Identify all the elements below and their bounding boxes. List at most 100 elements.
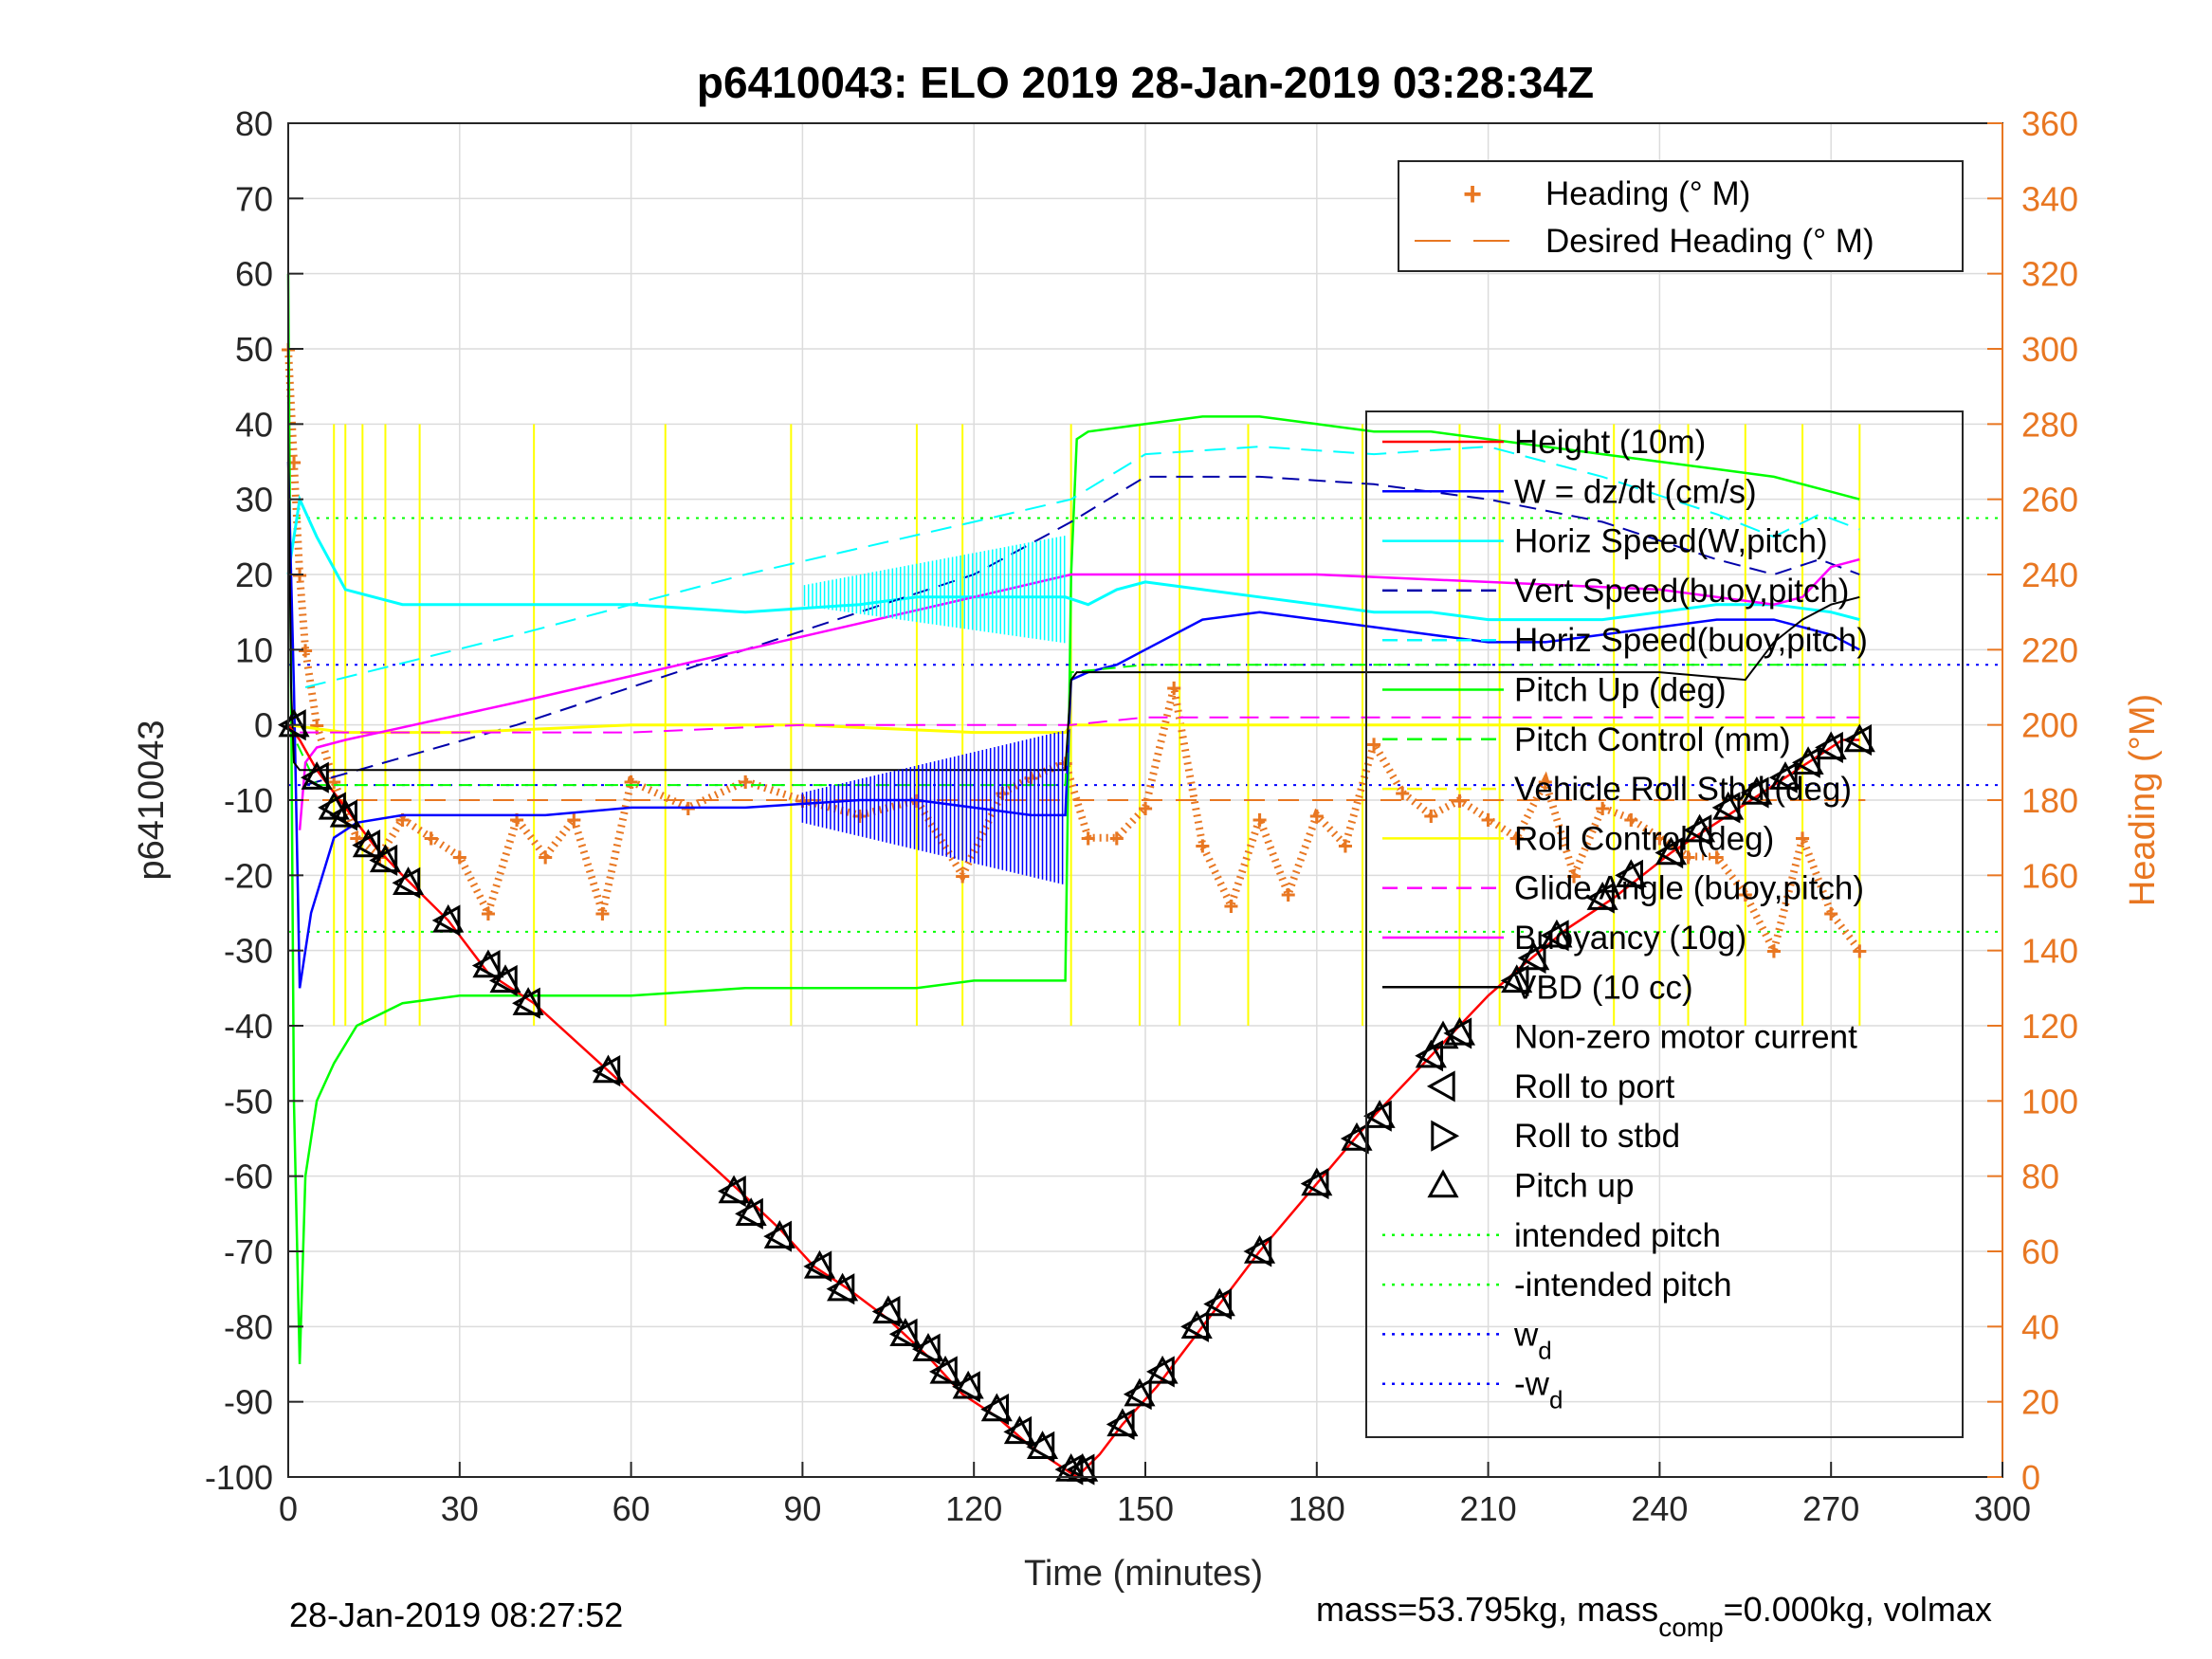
pitch-up-marker [1003, 1415, 1035, 1445]
heading-point: + [1309, 801, 1325, 830]
y2-tick-label: 60 [2021, 1232, 2059, 1271]
roll-to-port-marker [735, 1197, 763, 1230]
legend-marker-swatch [1427, 1020, 1459, 1049]
pitch-up-marker [872, 1295, 905, 1324]
roll-to-port-marker [1792, 746, 1820, 778]
legend-label: Pitch up [1514, 1168, 1634, 1205]
y-tick-label: -50 [224, 1082, 273, 1121]
x-tick-label: 240 [1631, 1489, 1688, 1528]
vert-speed-buoy-series [304, 475, 1860, 787]
y2-tick-label: 180 [2021, 781, 2078, 820]
x-tick-label: 300 [1974, 1489, 2031, 1528]
left-axis-ticks: 80 70 60 50 40 30 20 10 0 -10 -20 -30 -40 -50 -60 -70 -8… [205, 104, 303, 1497]
roll-to-port-marker [717, 1175, 746, 1208]
heading-point: + [1081, 824, 1096, 853]
pitch-up-marker [1106, 1408, 1139, 1437]
roll-to-port-marker [1586, 882, 1615, 914]
x-tick-label: 30 [441, 1489, 479, 1528]
roll-to-port-marker [1683, 814, 1712, 847]
roll-to-port-marker [329, 799, 357, 831]
legend-label: VBD (10 cc) [1514, 969, 1693, 1006]
pitch-up-marker [1769, 761, 1801, 790]
legend-label: Height (10m) [1514, 424, 1706, 461]
pitch-up-marker [1615, 859, 1647, 888]
pitch-up-marker [1301, 1167, 1333, 1196]
y2-tick-label: 280 [2021, 405, 2078, 444]
horiz-speed-w-series [286, 494, 1860, 622]
y2-tick-label: 20 [2021, 1383, 2059, 1422]
legend-marker-swatch [1431, 1120, 1460, 1152]
heading-legend: + Heading (° M) Desired Heading (° M) [1398, 160, 1964, 272]
heading-legend-label: Heading (° M) [1545, 175, 1750, 212]
pitch-up-marker [718, 1175, 750, 1204]
bottom-axis-ticks: 0 30 60 90 120 150 180 210 240 270 300 [279, 1462, 2031, 1528]
roll-to-port-marker [803, 1250, 832, 1283]
x-tick-label: 90 [783, 1489, 821, 1528]
pitch-up-marker [1415, 1039, 1447, 1068]
roll-to-port-marker [592, 1055, 621, 1087]
y-tick-label: -20 [224, 856, 273, 895]
y-tick-label: -40 [224, 1007, 273, 1046]
heading-point: + [394, 805, 410, 834]
roll-to-port-marker [1540, 920, 1569, 952]
y-tick-label: 30 [235, 481, 273, 520]
y-tick-label: 60 [235, 255, 273, 294]
pitch-up-marker [1518, 941, 1550, 971]
legend-label: Horiz Speed(buoy,pitch) [1514, 622, 1868, 659]
roll-to-port-marker [1243, 1235, 1272, 1267]
roll-to-port-marker [1106, 1408, 1135, 1441]
heading-point: + [623, 767, 638, 796]
roll-to-port-marker [980, 1394, 1010, 1426]
legend-label: Roll to stbd [1514, 1118, 1680, 1155]
y-tick-label: 0 [254, 706, 273, 745]
y2-tick-label: 260 [2021, 481, 2078, 520]
roll-to-port-marker [1654, 836, 1684, 869]
footer-mass-sub: comp [1658, 1613, 1723, 1642]
roll-to-port-marker [1443, 1017, 1472, 1049]
heading-point: + [1366, 730, 1381, 759]
y-tick-label: 70 [235, 179, 273, 218]
roll-to-port-marker [1711, 792, 1741, 824]
roll-to-port-marker [1123, 1378, 1152, 1411]
pitch-up-marker [432, 903, 465, 933]
heading-point: + [1538, 767, 1553, 796]
pitch-up-marker [1203, 1287, 1235, 1317]
pitch-up-marker [1586, 882, 1618, 910]
heading-point: + [1709, 843, 1724, 872]
heading-point: + [298, 635, 313, 665]
roll-to-port-marker [1003, 1415, 1033, 1448]
glide-angle-series [300, 716, 1860, 734]
footer-mass-prefix: mass=53.795kg, mass [1316, 1590, 1658, 1629]
heading-point: + [452, 843, 467, 872]
y-tick-label: -60 [224, 1158, 273, 1196]
roll-to-port-marker [763, 1220, 792, 1252]
buoyancy-series [298, 557, 1860, 830]
footer-mass-suffix: =0.000kg, volmax [1724, 1590, 1992, 1629]
heading-point: + [1338, 831, 1353, 861]
horiz-speed-buoy-series [304, 446, 1860, 688]
y-tick-label: -90 [224, 1383, 273, 1422]
footer-mass: mass=53.795kg, masscomp=0.000kg, volmax [1316, 1590, 1992, 1642]
pitch-up-marker [803, 1249, 836, 1279]
pitch-up-series [286, 273, 1860, 1365]
roll-to-port-marker [1340, 1122, 1369, 1155]
roll-to-port-marker [352, 830, 381, 862]
y2-tick-label: 200 [2021, 706, 2078, 745]
pitch-up-marker [1067, 1452, 1099, 1482]
main-legend: Height (10m) W = dz/dt (cm/s) Horiz Speed(… [1365, 410, 1964, 1438]
heading-point: + [1623, 805, 1638, 834]
legend-label: Non-zero motor current [1514, 1019, 1857, 1056]
pitch-up-marker [1843, 723, 1875, 753]
pitch-up-marker [827, 1272, 859, 1302]
heading-point: + [1195, 831, 1210, 861]
heading-point: + [1652, 824, 1667, 853]
pitch-up-marker [592, 1054, 625, 1084]
main-legend-box [1365, 410, 1964, 1438]
roll-to-port-marker [1500, 964, 1529, 996]
roll-to-port-marker [928, 1356, 958, 1388]
legend-label: Roll to port [1514, 1068, 1675, 1105]
roll-to-port-marker [1203, 1287, 1233, 1321]
pitch-up-marker [1815, 731, 1847, 760]
heading-point: + [1252, 805, 1267, 834]
heading-point: + [851, 801, 867, 830]
